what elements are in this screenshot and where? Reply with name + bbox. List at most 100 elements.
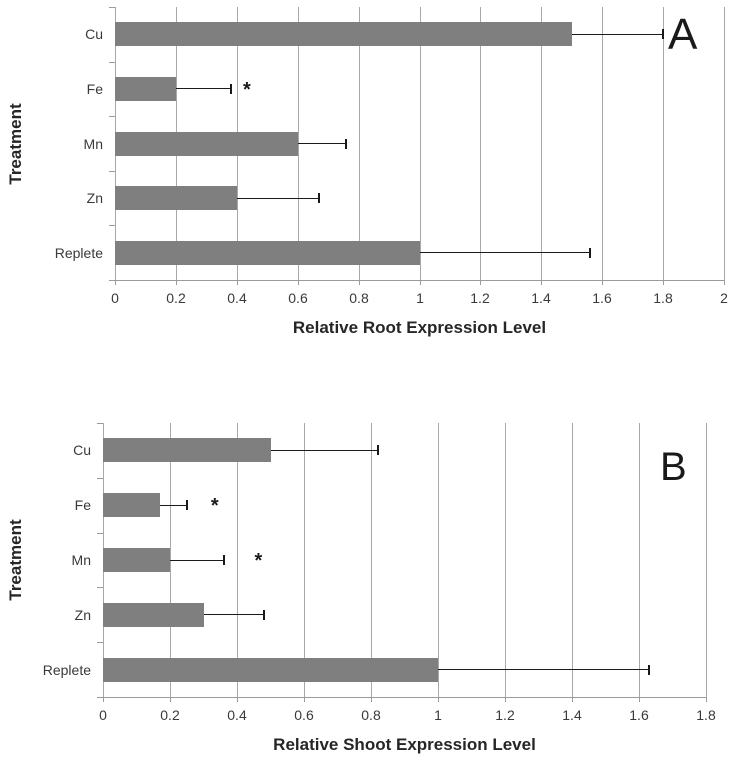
gridline xyxy=(237,423,238,697)
y-tick xyxy=(97,423,103,424)
error-bar-cap xyxy=(345,138,348,149)
x-tick xyxy=(420,280,421,285)
x-tick-label: 0 xyxy=(99,707,107,723)
error-bar-cap xyxy=(662,29,665,40)
x-tick-label: 1.8 xyxy=(653,290,673,306)
category-label: Zn xyxy=(74,606,91,623)
x-tick-label: 1.8 xyxy=(696,707,716,723)
panel-letter-a: A xyxy=(668,10,698,59)
x-tick-label: 0.8 xyxy=(349,290,369,306)
x-tick-label: 0.8 xyxy=(361,707,381,723)
bar-replete xyxy=(103,657,438,682)
panel-a: * Treatment Relative Root Expression Lev… xyxy=(0,0,735,360)
error-bar xyxy=(203,614,264,616)
bar-mn xyxy=(103,548,170,572)
y-tick xyxy=(97,587,103,588)
x-tick-label: 0.2 xyxy=(160,707,180,723)
x-tick xyxy=(541,280,542,285)
error-bar xyxy=(170,559,224,561)
x-tick xyxy=(304,697,305,702)
gridline xyxy=(663,7,664,280)
gridline xyxy=(706,423,707,697)
y-tick xyxy=(97,697,103,698)
x-tick-label: 1 xyxy=(416,290,424,306)
error-bar-cap xyxy=(589,247,592,258)
x-tick-label: 0.6 xyxy=(288,290,308,306)
x-axis-line xyxy=(114,280,725,281)
x-tick xyxy=(572,697,573,702)
x-tick xyxy=(706,697,707,702)
category-label: Cu xyxy=(73,442,91,459)
x-tick-label: 1.6 xyxy=(629,707,649,723)
x-tick xyxy=(602,280,603,285)
error-bar xyxy=(438,669,650,671)
y-tick xyxy=(97,642,103,643)
bar-fe xyxy=(103,493,160,518)
plot-area-b: * * xyxy=(97,423,707,702)
bar-cu xyxy=(115,22,572,47)
x-axis-title-b: Relative Shoot Expression Level xyxy=(273,735,536,754)
x-tick xyxy=(298,280,299,285)
bar-mn xyxy=(115,131,298,156)
x-tick-label: 1.4 xyxy=(562,707,582,723)
category-label: Fe xyxy=(86,80,103,97)
x-tick xyxy=(176,280,177,285)
x-tick xyxy=(480,280,481,285)
panel-letter-b: B xyxy=(660,445,687,489)
bar-cu xyxy=(103,438,271,463)
error-bar xyxy=(419,252,591,254)
plot-area-a: * xyxy=(109,7,725,285)
category-label: Replete xyxy=(54,244,103,261)
error-bar-cap xyxy=(185,500,188,511)
x-tick xyxy=(115,280,116,285)
x-tick-label: 1.6 xyxy=(592,290,612,306)
x-axis-line xyxy=(102,697,707,698)
significance-asterisk: * xyxy=(210,495,219,518)
x-tick xyxy=(237,697,238,702)
y-tick xyxy=(97,533,103,534)
y-tick xyxy=(97,478,103,479)
gridline xyxy=(420,7,421,280)
error-bar xyxy=(159,504,187,506)
bar-replete xyxy=(115,240,420,265)
x-tick-label: 1.2 xyxy=(470,290,490,306)
gridline xyxy=(572,423,573,697)
gridline xyxy=(541,7,542,280)
error-bar xyxy=(270,449,378,451)
x-tick xyxy=(639,697,640,702)
gridline xyxy=(480,7,481,280)
gridline xyxy=(371,423,372,697)
error-bar-cap xyxy=(318,193,320,204)
error-bar xyxy=(236,197,319,199)
x-tick xyxy=(237,280,238,285)
x-tick-label: 1.2 xyxy=(495,707,515,723)
y-tick xyxy=(109,171,115,172)
x-tick xyxy=(359,280,360,285)
gridline xyxy=(438,423,439,697)
x-tick-label: 0.4 xyxy=(227,290,247,306)
bar-zn xyxy=(103,602,204,627)
x-tick-label: 0.4 xyxy=(227,707,247,723)
error-bar-cap xyxy=(648,664,651,675)
x-tick xyxy=(371,697,372,702)
x-axis-title-a: Relative Root Expression Level xyxy=(292,318,547,337)
x-tick-label: 2 xyxy=(720,290,728,306)
x-tick xyxy=(170,697,171,702)
gridline xyxy=(359,7,360,280)
x-tick-label: 0.2 xyxy=(166,290,186,306)
gridline xyxy=(304,423,305,697)
x-tick-label: 1 xyxy=(434,707,442,723)
category-label: Replete xyxy=(42,661,91,678)
gridline xyxy=(505,423,506,697)
gridline xyxy=(724,7,725,280)
panel-b: * * Treatment Relative Shoot Expression L… xyxy=(0,390,735,769)
x-tick xyxy=(505,697,506,702)
y-tick xyxy=(109,116,115,117)
y-tick xyxy=(109,280,115,281)
error-bar-cap xyxy=(262,609,265,620)
x-tick xyxy=(663,280,664,285)
error-bar-cap xyxy=(229,83,232,94)
category-label: Cu xyxy=(85,26,103,43)
bar-zn xyxy=(115,186,237,211)
